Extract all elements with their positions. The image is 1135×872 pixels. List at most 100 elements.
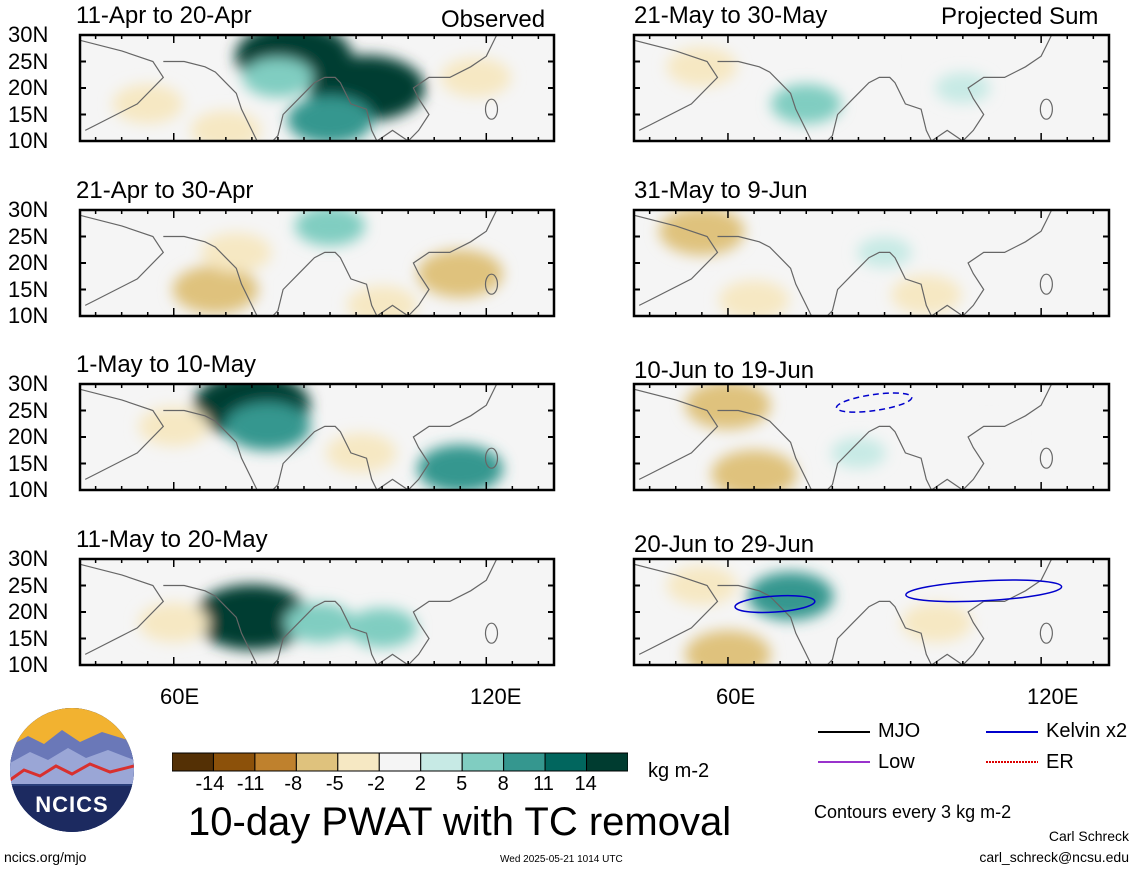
coastline — [826, 76, 933, 141]
timestamp: Wed 2025-05-21 1014 UTC — [500, 854, 623, 865]
map-panel — [632, 557, 1111, 667]
panel-title: 20-Jun to 29-Jun — [634, 531, 815, 558]
coastline — [271, 251, 378, 316]
lon-tick-label: 60E — [716, 684, 756, 709]
map-panel — [78, 208, 556, 318]
map-panel — [632, 208, 1111, 318]
coastline — [484, 273, 499, 295]
coastline — [376, 559, 498, 665]
anomaly-blob — [950, 570, 1007, 601]
colorbar-box — [461, 752, 505, 772]
lat-tick-label: 25N — [8, 223, 49, 249]
colorbar-box — [337, 752, 380, 772]
panel-title: 11-May to 20-May — [76, 526, 268, 553]
source-url[interactable]: ncics.org/mjo — [4, 849, 87, 865]
lat-tick-label: 25N — [8, 397, 49, 423]
anomaly-blob — [935, 72, 991, 104]
colorbar-box — [295, 752, 339, 772]
lat-tick-label: 10N — [8, 652, 49, 677]
colorbar-box — [212, 752, 256, 772]
colorbar-tick-label: -14 — [195, 773, 225, 795]
lat-tick-label: 10N — [8, 128, 49, 153]
lat-tick-label: 25N — [8, 48, 49, 74]
coastline — [931, 210, 1053, 316]
lat-tick-label: 15N — [8, 276, 49, 302]
anomaly-blob — [190, 110, 262, 141]
kelvin-contour — [835, 392, 913, 413]
coastline — [931, 35, 1053, 141]
anomaly-blob — [326, 433, 397, 473]
anomaly-blob — [201, 232, 272, 273]
anomaly-blob — [242, 57, 314, 98]
coastline — [717, 584, 813, 665]
panel-title: 11-Apr to 20-Apr — [76, 2, 252, 29]
colorbar-tick-label: 8 — [497, 773, 509, 795]
colorbar-box — [172, 752, 214, 772]
author-email: carl_schreck@ncsu.edu — [979, 849, 1129, 865]
coastline — [376, 384, 498, 490]
colorbar-box — [544, 752, 588, 772]
logo-text: NCICS — [35, 792, 109, 817]
colorbar-tick-label: 2 — [414, 773, 426, 795]
anomaly-blob — [666, 565, 738, 606]
coastline — [717, 235, 813, 316]
coastline — [376, 210, 498, 316]
colorbar-units: kg m-2 — [648, 760, 710, 782]
lon-tick-label: 120E — [470, 684, 522, 709]
coastline — [163, 235, 258, 316]
anomaly-blob — [112, 84, 183, 124]
colorbar-tick-label: 14 — [574, 773, 597, 795]
panel-title: 1-May to 10-May — [76, 351, 257, 378]
legend-er: ER — [1046, 751, 1074, 773]
lat-tick-label: 30N — [8, 371, 49, 396]
colorbar-box — [378, 752, 422, 772]
lat-tick-label: 20N — [8, 75, 49, 100]
coastline — [1039, 273, 1053, 295]
coastline — [634, 388, 719, 480]
anomaly-blob — [417, 249, 504, 298]
coastline — [826, 425, 933, 490]
lat-tick-label: 15N — [8, 450, 49, 476]
legend-kelvin: Kelvin x2 — [1046, 720, 1128, 742]
colorbar-tick-label: -11 — [236, 773, 265, 795]
coastline — [931, 384, 1053, 490]
panel-title: 21-Apr to 30-Apr — [76, 177, 254, 204]
coastline — [376, 35, 498, 141]
map-panel — [78, 382, 556, 492]
anomaly-blob — [891, 275, 962, 315]
lat-tick-label: 10N — [8, 477, 49, 502]
contour-note: Contours every 3 kg m-2 — [814, 802, 1012, 822]
coastline — [80, 39, 165, 131]
anomaly-blob — [172, 265, 259, 314]
anomaly-blob — [718, 280, 790, 316]
anomaly-blob — [666, 47, 738, 87]
lat-tick-label: 15N — [8, 101, 49, 127]
colorbar-tick-label: 11 — [533, 773, 554, 795]
coastline — [271, 76, 378, 141]
map-panel — [78, 33, 556, 143]
kelvin-contour — [734, 594, 816, 614]
map-panel — [632, 33, 1111, 143]
anomaly-blob — [685, 384, 771, 430]
lat-tick-label: 20N — [8, 599, 49, 624]
lat-tick-label: 20N — [8, 250, 49, 275]
coastline — [80, 563, 165, 655]
anomaly-blob — [417, 444, 504, 490]
anomaly-blob — [685, 630, 771, 665]
mountain-logo-icon — [10, 708, 134, 832]
coastline — [163, 60, 258, 141]
coastline — [163, 409, 258, 490]
coastline — [163, 584, 258, 665]
anomaly-blob — [138, 602, 209, 643]
coastline — [271, 600, 378, 665]
kelvin-contour — [905, 579, 1063, 603]
coastline — [717, 409, 813, 490]
coastline — [826, 600, 933, 665]
coastline — [484, 98, 499, 120]
anomaly-blob — [830, 46, 886, 77]
anomaly-blob — [284, 602, 355, 643]
anomaly-blob — [287, 95, 373, 141]
lat-tick-label: 25N — [8, 572, 49, 598]
anomaly-blob — [830, 437, 886, 469]
